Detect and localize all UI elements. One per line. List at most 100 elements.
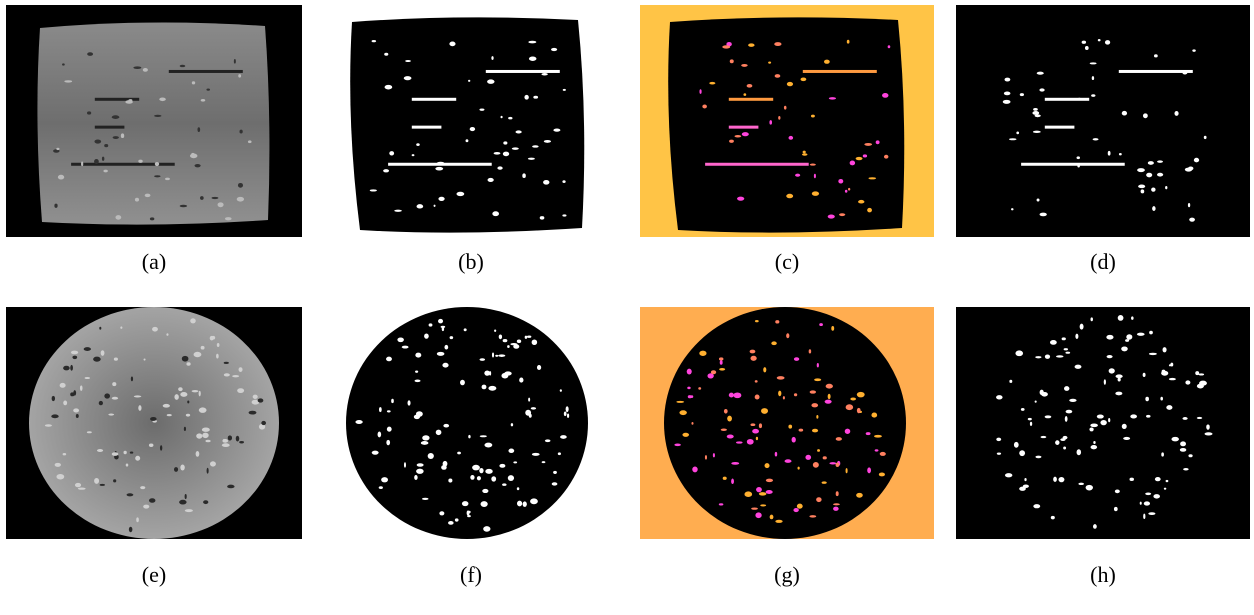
speck [144, 193, 151, 198]
speck [493, 151, 501, 155]
speck [828, 97, 837, 100]
speck [731, 461, 740, 465]
speck [718, 357, 724, 361]
speck [1065, 351, 1071, 354]
speck [754, 380, 758, 383]
speck [522, 173, 526, 178]
speck [468, 434, 471, 439]
speck [442, 460, 448, 467]
speck [403, 76, 412, 81]
subfigure-label: (f) [460, 562, 482, 587]
speck [133, 66, 142, 69]
speck [1041, 391, 1048, 397]
speck [771, 341, 777, 346]
speck [768, 61, 772, 64]
speck [369, 189, 377, 192]
speck [407, 400, 411, 406]
speck [206, 467, 209, 474]
speck [1020, 407, 1025, 411]
speck [87, 111, 92, 115]
speck [73, 408, 80, 413]
speck [1137, 168, 1145, 173]
speck [812, 462, 819, 468]
speck [755, 512, 762, 519]
speck [111, 452, 119, 456]
speck [113, 479, 117, 483]
speck [183, 426, 187, 432]
speck [73, 390, 77, 396]
speck [1034, 400, 1037, 403]
subfigure-label: (g) [774, 562, 800, 587]
speck [416, 204, 424, 209]
speck [217, 202, 224, 208]
speck [377, 431, 382, 438]
speck [1100, 420, 1107, 426]
speck [809, 163, 816, 166]
speck [187, 400, 190, 404]
speck [484, 370, 491, 376]
speck [1092, 138, 1099, 141]
speck [1009, 379, 1013, 383]
speck [1056, 355, 1064, 358]
speck [793, 393, 798, 397]
speck [1183, 467, 1189, 471]
speck [84, 376, 90, 379]
speck [751, 507, 758, 510]
speck [221, 443, 230, 448]
speck [996, 452, 1002, 455]
speck [813, 173, 816, 179]
speck [59, 382, 66, 388]
speck [443, 423, 450, 428]
speck [778, 115, 781, 120]
speck [507, 345, 510, 348]
speck [1123, 436, 1131, 440]
speck [824, 59, 830, 64]
speck [487, 79, 495, 84]
speck [722, 476, 727, 480]
speck [206, 88, 210, 91]
speck [553, 470, 557, 474]
speck [719, 367, 726, 371]
speck [237, 388, 245, 394]
speck [1171, 436, 1179, 442]
speck [1004, 77, 1011, 82]
speck [154, 175, 161, 178]
speck [130, 376, 134, 382]
speck [200, 345, 205, 350]
speck [1074, 364, 1082, 369]
speck [822, 456, 827, 460]
speck [879, 451, 886, 456]
speck [533, 95, 539, 99]
speck [544, 439, 551, 443]
speck [782, 396, 785, 400]
speck [449, 41, 456, 47]
speck [756, 487, 762, 493]
speck [1050, 515, 1055, 520]
speck [1077, 97, 1081, 100]
speck [1168, 364, 1172, 367]
speck [1157, 172, 1164, 177]
speck [476, 476, 481, 481]
speck [103, 169, 108, 173]
speck [386, 439, 391, 446]
speck [1090, 444, 1098, 450]
speck [769, 514, 774, 520]
speck [383, 169, 390, 173]
speck [120, 326, 123, 329]
speck [1152, 206, 1156, 212]
speck [845, 404, 854, 411]
speck [149, 217, 155, 221]
speck [491, 352, 495, 358]
speck [1185, 380, 1191, 385]
speck [489, 371, 492, 376]
speck [858, 199, 865, 204]
speck [541, 461, 546, 464]
speck [871, 412, 878, 418]
speck [232, 375, 240, 378]
speck [439, 511, 445, 516]
speck [438, 318, 444, 324]
speck [239, 129, 243, 134]
speck [378, 486, 383, 489]
speck [729, 59, 734, 64]
speck [51, 395, 56, 402]
